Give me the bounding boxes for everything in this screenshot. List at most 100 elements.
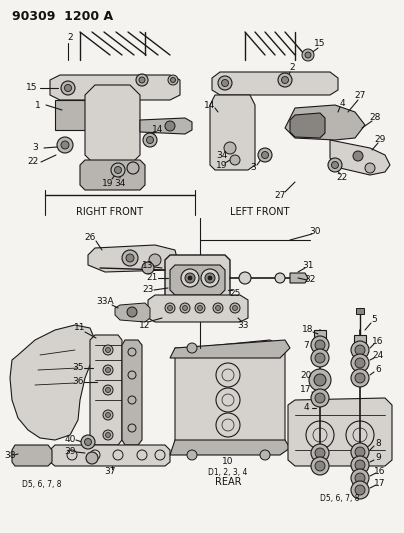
Circle shape <box>168 75 178 85</box>
Circle shape <box>103 410 113 420</box>
Circle shape <box>351 481 369 499</box>
Polygon shape <box>290 273 308 283</box>
Circle shape <box>103 430 113 440</box>
Bar <box>354 335 366 343</box>
Circle shape <box>136 74 148 86</box>
Circle shape <box>355 345 365 355</box>
Text: 3: 3 <box>250 164 256 173</box>
Text: 4: 4 <box>339 99 345 108</box>
Text: 33A: 33A <box>96 297 114 306</box>
Circle shape <box>127 162 139 174</box>
Circle shape <box>195 303 205 313</box>
Circle shape <box>147 136 154 143</box>
Circle shape <box>309 369 331 391</box>
Circle shape <box>187 343 197 353</box>
Circle shape <box>355 447 365 457</box>
Circle shape <box>105 413 111 417</box>
Polygon shape <box>210 95 255 170</box>
Circle shape <box>149 254 161 266</box>
Polygon shape <box>212 72 338 95</box>
Circle shape <box>103 385 113 395</box>
Text: 27: 27 <box>354 92 366 101</box>
Polygon shape <box>88 245 178 272</box>
Text: 16: 16 <box>374 467 386 477</box>
Circle shape <box>111 163 125 177</box>
Text: 24: 24 <box>372 351 384 360</box>
Polygon shape <box>122 340 142 445</box>
Text: 18: 18 <box>302 326 314 335</box>
Circle shape <box>103 365 113 375</box>
Circle shape <box>61 141 69 149</box>
Text: 17: 17 <box>300 385 312 394</box>
Polygon shape <box>330 140 390 175</box>
Text: 38: 38 <box>4 450 16 459</box>
Text: 9: 9 <box>375 454 381 463</box>
Circle shape <box>139 77 145 83</box>
Circle shape <box>127 307 137 317</box>
Text: 33: 33 <box>237 320 249 329</box>
Polygon shape <box>55 100 90 130</box>
Text: 34: 34 <box>114 180 126 189</box>
Polygon shape <box>288 398 392 466</box>
Text: 2: 2 <box>67 34 73 43</box>
Circle shape <box>260 450 270 460</box>
Text: 2: 2 <box>289 63 295 72</box>
Circle shape <box>105 432 111 438</box>
Text: 1: 1 <box>35 101 41 109</box>
Circle shape <box>302 49 314 61</box>
Circle shape <box>315 461 325 471</box>
Text: 19: 19 <box>216 161 228 171</box>
Circle shape <box>215 305 221 311</box>
Text: 36: 36 <box>72 377 84 386</box>
Text: 15: 15 <box>26 84 38 93</box>
Text: 31: 31 <box>302 261 314 270</box>
Circle shape <box>351 341 369 359</box>
Circle shape <box>128 371 136 379</box>
Circle shape <box>61 81 75 95</box>
Circle shape <box>213 303 223 313</box>
Circle shape <box>311 457 329 475</box>
Circle shape <box>81 435 95 449</box>
Circle shape <box>311 336 329 354</box>
Text: 14: 14 <box>204 101 216 109</box>
Text: 19: 19 <box>102 179 114 188</box>
Circle shape <box>230 303 240 313</box>
Circle shape <box>311 389 329 407</box>
Circle shape <box>351 443 369 461</box>
Text: D5, 6, 7, 8: D5, 6, 7, 8 <box>320 494 360 503</box>
Circle shape <box>221 79 229 86</box>
Text: 35: 35 <box>72 364 84 373</box>
Circle shape <box>315 448 325 458</box>
Circle shape <box>105 387 111 392</box>
Circle shape <box>278 73 292 87</box>
Polygon shape <box>115 303 150 322</box>
Text: 20: 20 <box>300 370 312 379</box>
Polygon shape <box>50 445 170 466</box>
Text: 5: 5 <box>371 316 377 325</box>
Circle shape <box>218 76 232 90</box>
Polygon shape <box>170 340 290 358</box>
Circle shape <box>181 269 199 287</box>
Text: 28: 28 <box>369 114 381 123</box>
Circle shape <box>355 473 365 483</box>
Circle shape <box>205 273 215 283</box>
Text: 32: 32 <box>304 276 316 285</box>
Circle shape <box>355 373 365 383</box>
Circle shape <box>126 254 134 262</box>
Circle shape <box>261 151 269 158</box>
Circle shape <box>143 133 157 147</box>
Circle shape <box>315 353 325 363</box>
Text: 29: 29 <box>375 135 386 144</box>
Circle shape <box>328 158 342 172</box>
Circle shape <box>187 450 197 460</box>
Polygon shape <box>148 295 248 322</box>
Text: 21: 21 <box>146 273 158 282</box>
Text: LEFT FRONT: LEFT FRONT <box>230 207 290 217</box>
Text: 15: 15 <box>314 39 326 49</box>
Circle shape <box>122 250 138 266</box>
Text: 34: 34 <box>216 150 228 159</box>
Circle shape <box>351 469 369 487</box>
Polygon shape <box>290 113 325 138</box>
Polygon shape <box>285 105 365 140</box>
Circle shape <box>165 121 175 131</box>
